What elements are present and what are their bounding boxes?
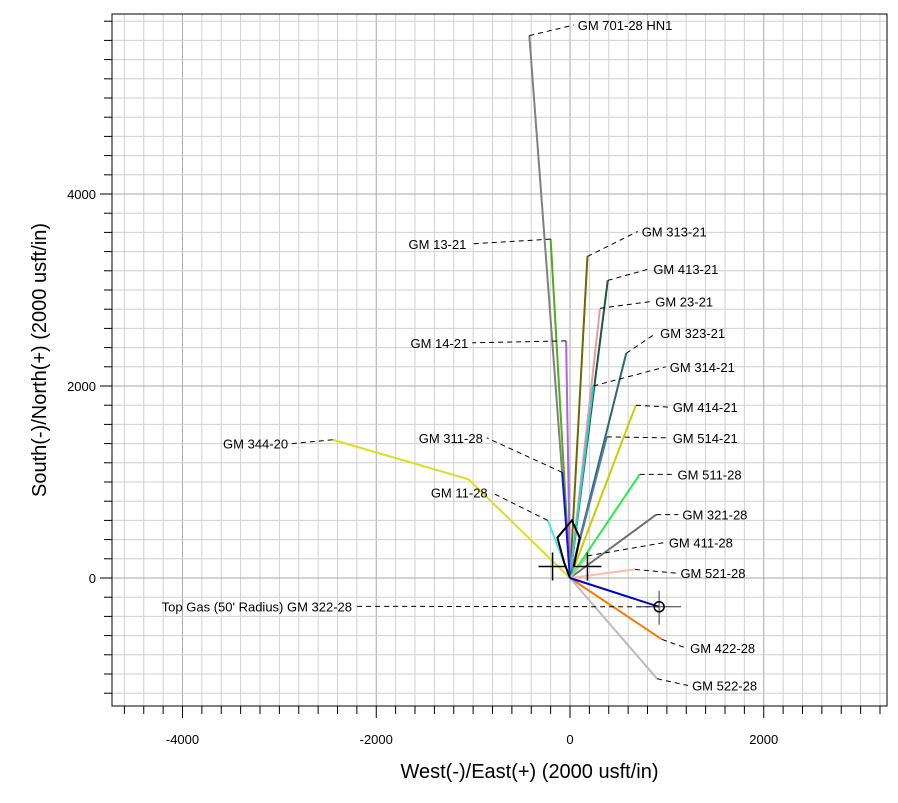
label-leader-line [472,340,567,344]
label-leader-line [661,638,687,649]
label-leader-line [587,541,665,557]
x-axis-title: West(-)/East(+) (2000 usft/in) [400,761,658,783]
plot-border [111,13,888,707]
well-path [569,404,637,579]
well-label: GM 13-21 [409,237,467,252]
well-label: GM 411-28 [669,535,733,550]
well-label: GM 511-28 [678,467,742,482]
well-label: Top Gas (50' Radius) GM 322-28 [162,599,352,614]
target-circle [653,601,665,613]
label-leader-line [625,332,657,354]
well-path [569,385,595,579]
label-leader-line [486,437,563,473]
label-leader-line [587,230,638,257]
well-path [569,577,663,641]
well-path [332,438,571,579]
well-label: GM 313-21 [642,224,707,239]
well-path [569,577,660,608]
label-leader-line [593,366,666,387]
well-label: GM 11-28 [431,486,488,501]
label-leader-line [607,268,650,281]
well-label: GM 414-21 [673,400,738,415]
y-tick-label: 0 [89,571,96,586]
label-leader-line [470,238,551,245]
well-path [569,513,657,579]
well-label: GM 521-28 [680,566,745,581]
well-label: GM 14-21 [410,336,468,351]
well-label: GM 311-28 [419,431,483,446]
y-axis-title: South(-)/North(+) (2000 usft/in) [29,223,51,497]
well-label: GM 321-28 [682,508,747,523]
y-tick-label: 2000 [67,379,96,394]
well-label: GM 23-21 [655,295,713,310]
target-marker [538,552,682,625]
x-tick-label: -2000 [360,732,393,747]
x-tick-label: -4000 [166,732,199,747]
well-label: GM 413-21 [653,262,718,277]
well-path [569,568,636,579]
well-path [565,340,571,579]
label-leader-line [292,439,333,445]
x-tick-label: 0 [566,732,573,747]
label-leader-line [529,24,574,37]
label-leader-line [491,492,548,521]
y-tick-label: 4000 [67,187,96,202]
well-label: GM 314-21 [670,360,735,375]
well-label: GM 522-28 [692,679,757,694]
well-label: GM 701-28 HN1 [578,18,673,33]
chart-grid [112,14,887,706]
well-path [569,473,641,579]
plot-frame [111,13,888,707]
label-leader-line [634,568,677,574]
well-label: GM 323-21 [660,326,725,341]
well-path [569,577,658,680]
label-leader-line [635,404,669,408]
well-label: GM 422-28 [690,641,755,656]
axis-ticks: -4000 -2000 0 2000 0 2000 4000 [67,20,881,747]
well-label: GM 514-21 [673,431,738,446]
well-path-near-origin [556,518,581,579]
well-path [561,472,571,579]
well-paths [332,35,663,680]
well-labels: GM 701-28 HN1 GM 13-21 GM 313-21 GM 413-21 G… [162,18,757,693]
label-leaders [292,24,689,687]
label-leader-line [606,436,669,439]
x-tick-label: 2000 [749,732,778,747]
well-label: GM 344-20 [223,437,288,452]
